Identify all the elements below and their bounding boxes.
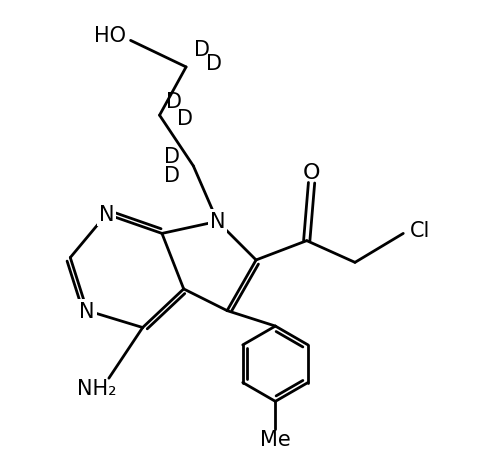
Text: D: D xyxy=(163,165,180,185)
Text: Me: Me xyxy=(260,429,291,449)
Text: D: D xyxy=(177,108,193,128)
Text: N: N xyxy=(80,301,95,321)
Text: HO: HO xyxy=(94,25,126,45)
Text: N: N xyxy=(99,205,114,225)
Text: D: D xyxy=(206,54,222,74)
Text: N: N xyxy=(210,212,225,232)
Text: O: O xyxy=(303,163,320,183)
Text: D: D xyxy=(163,147,180,167)
Text: Cl: Cl xyxy=(410,220,430,240)
Text: NH₂: NH₂ xyxy=(77,378,117,398)
Text: D: D xyxy=(194,39,209,59)
Text: D: D xyxy=(166,92,182,112)
